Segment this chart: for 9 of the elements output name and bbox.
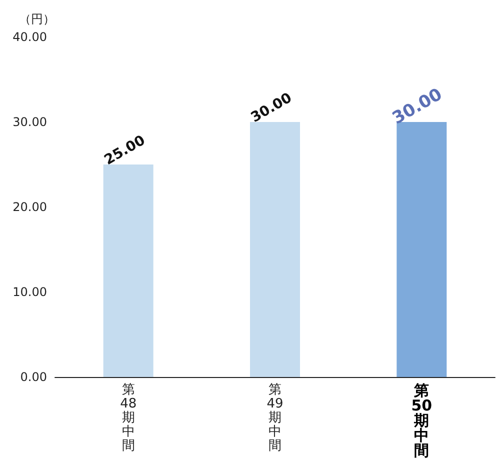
y-tick-label: 20.00	[12, 200, 47, 214]
y-tick-label: 30.00	[12, 115, 47, 129]
y-tick-label: 10.00	[12, 285, 47, 299]
y-tick-label: 40.00	[12, 30, 47, 44]
x-tick-label: 第48期中間	[120, 382, 137, 454]
x-tick-label: 第49期中間	[266, 382, 284, 454]
y-axis-title: （円）	[19, 12, 55, 26]
x-tick-label: 第50期中間	[411, 382, 432, 460]
y-tick-label: 0.00	[20, 370, 47, 384]
